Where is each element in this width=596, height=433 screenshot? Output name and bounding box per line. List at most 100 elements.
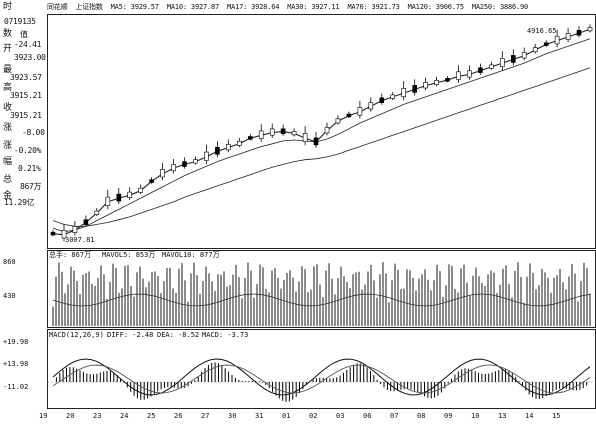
sidebar-value-4: 3915.21 xyxy=(10,91,42,100)
candle-body xyxy=(149,179,154,183)
x-tick-label: 20 xyxy=(66,412,75,420)
macd-y-top: +19.98 xyxy=(3,338,29,346)
candle-body xyxy=(237,141,242,146)
candle-body xyxy=(105,196,111,206)
candle-body xyxy=(313,137,319,146)
candle-body xyxy=(127,191,132,199)
candle-body xyxy=(61,230,67,239)
candle-body xyxy=(83,219,89,225)
ma10-label: MA10: 3927.87 xyxy=(166,3,220,11)
candle-body xyxy=(587,27,593,32)
candle-body xyxy=(499,57,505,67)
x-tick-label: 26 xyxy=(174,412,183,420)
candle-body xyxy=(193,159,198,164)
candle-body xyxy=(467,70,472,78)
app-title: 同花顺 xyxy=(47,3,68,11)
candle-body xyxy=(368,102,374,110)
volume-title: 总手: 867万 xyxy=(49,251,92,259)
macd-diff: DIFF: -2.48 xyxy=(107,331,154,339)
candle-body xyxy=(576,29,582,36)
candle-body xyxy=(280,128,286,135)
candle-body xyxy=(269,128,275,136)
ma5-label: MA5: 3929.57 xyxy=(110,3,159,11)
chart-header: 同花顺 上证指数 MA5: 3929.57 MA10: 3927.87 MA17… xyxy=(47,0,596,14)
x-tick-label: 30 xyxy=(228,412,237,420)
sidebar-value-8: 0.21% xyxy=(18,164,41,173)
price-series-1 xyxy=(52,38,591,233)
low-label: 3007.81 xyxy=(65,236,95,244)
candle-body xyxy=(346,113,352,118)
candle-body xyxy=(50,231,56,236)
candle-body xyxy=(171,164,176,172)
index-name: 上证指数 xyxy=(75,3,103,11)
candle-body xyxy=(335,118,341,124)
header-prefix: 时 xyxy=(3,2,13,12)
chart-area[interactable]: 同花顺 上证指数 MA5: 3929.57 MA10: 3927.87 MA17… xyxy=(3,0,596,433)
sidebar-value-2: 3923.00 xyxy=(14,53,46,62)
macd-y-mid: +13.98 xyxy=(3,360,29,368)
x-tick-label: 24 xyxy=(120,412,129,420)
x-tick-label: 19 xyxy=(39,412,48,420)
x-tick-label: 06 xyxy=(363,412,372,420)
candle-body xyxy=(434,80,439,85)
candle-body xyxy=(324,127,330,134)
sidebar-value-3: 3923.57 xyxy=(10,73,42,82)
mavol5-label: MAVOL5: 853万 xyxy=(102,251,156,259)
candle-body xyxy=(401,88,407,98)
candle-body xyxy=(565,32,571,40)
x-tick-label: 13 xyxy=(498,412,507,420)
price-series-0 xyxy=(52,28,591,236)
sidebar-label-6: 涨 xyxy=(3,123,13,133)
high-label: 4916.65 xyxy=(527,27,557,35)
candle-body xyxy=(258,130,264,139)
candle-body xyxy=(291,131,297,136)
x-tick-label: 02 xyxy=(309,412,318,420)
sidebar-label-8: 幅 xyxy=(3,157,13,167)
x-tick-label: 09 xyxy=(444,412,453,420)
candle-body xyxy=(412,85,418,93)
price-series-2 xyxy=(52,67,591,227)
candle-body xyxy=(554,35,560,45)
candle-body xyxy=(182,161,187,167)
candle-body xyxy=(215,147,220,155)
ma120-label: MA120: 3906.75 xyxy=(407,3,464,11)
sidebar-value-1: -24.41 xyxy=(14,40,42,49)
sidebar-value-5: 3915.21 xyxy=(10,111,42,120)
x-tick-label: 31 xyxy=(255,412,264,420)
sidebar-label-2: 最 xyxy=(3,65,13,75)
sidebar-value-10: 11.29亿 xyxy=(4,198,35,207)
x-tick-label: 10 xyxy=(471,412,480,420)
x-tick-label: 01 xyxy=(282,412,291,420)
mavol10-label: MAVOL10: 877万 xyxy=(162,251,220,259)
candle-body xyxy=(478,67,483,74)
candle-body xyxy=(138,187,143,193)
x-tick-label: 15 xyxy=(552,412,561,420)
candle-body xyxy=(521,52,527,59)
x-tick-label: 25 xyxy=(147,412,156,420)
candle-body xyxy=(116,193,122,202)
volume-y-top: 860 xyxy=(3,258,16,266)
macd-dea-line xyxy=(52,364,591,394)
x-tick-label: 27 xyxy=(201,412,210,420)
x-tick-label: 14 xyxy=(525,412,534,420)
sidebar-label-0: 数 xyxy=(3,29,13,39)
candle-body xyxy=(456,71,461,80)
sidebar-label-5: 收 xyxy=(3,103,13,113)
candle-body xyxy=(204,151,209,161)
candle-body xyxy=(302,133,308,143)
x-tick-label: 23 xyxy=(93,412,102,420)
macd-dea: DEA: -8.52 xyxy=(157,331,200,339)
x-tick-label: 03 xyxy=(336,412,345,420)
macd-y-low: -11.02 xyxy=(3,383,29,391)
sidebar-value-6: -8.00 xyxy=(22,128,45,137)
candle-body xyxy=(489,64,494,69)
macd-title: MACD(12,26,9) xyxy=(49,331,104,339)
sidebar-value-9: 867万 xyxy=(20,182,42,191)
candle-body xyxy=(423,82,428,89)
x-tick-label: 08 xyxy=(417,412,426,420)
candle-body xyxy=(72,226,78,233)
candle-body xyxy=(94,210,100,215)
macd-diff-line xyxy=(52,358,591,396)
sidebar-value-7: -0.20% xyxy=(14,146,42,155)
info-sidebar: 时 0719135 数 值 开 -24.41 3923.00 最 3923.57… xyxy=(0,0,47,433)
